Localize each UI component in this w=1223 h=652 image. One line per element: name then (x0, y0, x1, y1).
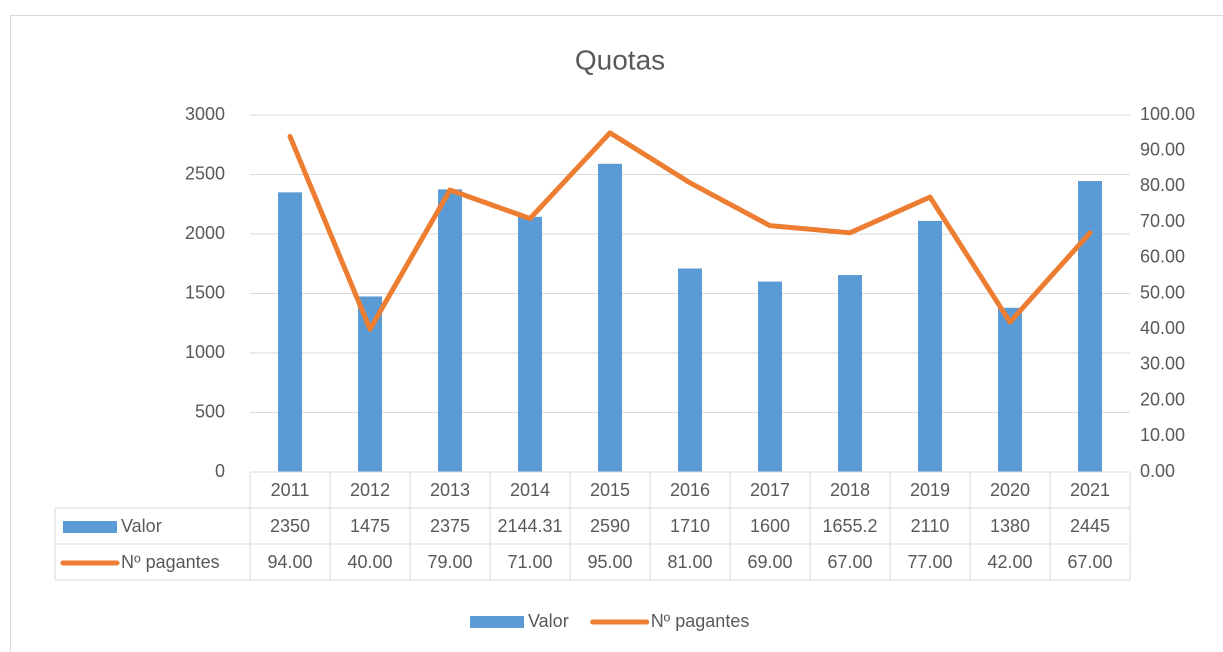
table-cell: 40.00 (347, 552, 392, 572)
x-tick-label: 2013 (430, 480, 470, 500)
table-cell: 2445 (1070, 516, 1110, 536)
bar (998, 307, 1022, 472)
table-row-header: Nº pagantes (121, 552, 220, 572)
table-cell: 2110 (911, 516, 950, 536)
x-tick-label: 2017 (750, 480, 790, 500)
table-row-header: Valor (121, 516, 162, 536)
table-cell: 2350 (270, 516, 310, 536)
y2-tick-label: 50.00 (1140, 282, 1185, 302)
bar (518, 216, 542, 472)
line (287, 130, 1093, 332)
table-cell: 42.00 (987, 552, 1032, 572)
y-tick-label: 2500 (185, 163, 225, 183)
table-cell: 71.00 (507, 552, 552, 572)
bar (678, 268, 702, 472)
bar (598, 163, 622, 473)
y2-tick-label: 70.00 (1140, 211, 1185, 231)
table-cell: 94.00 (267, 552, 312, 572)
bar (838, 275, 862, 472)
table-cell: 69.00 (747, 552, 792, 572)
x-tick-label: 2011 (271, 480, 310, 500)
y2-tick-label: 80.00 (1140, 175, 1185, 195)
x-tick-label: 2018 (830, 480, 870, 500)
y2-tick-label: 90.00 (1140, 139, 1185, 159)
x-tick-label: 2012 (350, 480, 390, 500)
table-cell: 1600 (750, 516, 790, 536)
y2-tick-label: 100.00 (1140, 104, 1195, 124)
table-legend-key (63, 521, 117, 533)
table-cell: 77.00 (907, 552, 952, 572)
y-tick-label: 1500 (185, 282, 225, 302)
table-cell: 79.00 (427, 552, 472, 572)
chart-title: Quotas (575, 44, 665, 75)
y-tick-label: 2000 (185, 223, 225, 243)
x-tick-label: 2014 (510, 480, 550, 500)
y2-tick-label: 20.00 (1140, 389, 1185, 409)
y-tick-label: 0 (215, 461, 225, 481)
y2-tick-label: 40.00 (1140, 318, 1185, 338)
y2-tick-label: 10.00 (1140, 425, 1185, 445)
table-cell: 2375 (430, 516, 470, 536)
bar (758, 281, 782, 472)
y-tick-label: 3000 (185, 104, 225, 124)
bar (438, 189, 462, 472)
y2-tick-label: 30.00 (1140, 354, 1185, 374)
y-tick-label: 500 (195, 401, 225, 421)
legend-key (470, 616, 524, 628)
table-cell: 67.00 (1067, 552, 1112, 572)
table-cell: 95.00 (587, 552, 632, 572)
legend-label: Valor (528, 611, 569, 631)
table-cell: 1710 (670, 516, 710, 536)
x-tick-label: 2020 (990, 480, 1030, 500)
y2-tick-label: 60.00 (1140, 247, 1185, 267)
table-cell: 81.00 (667, 552, 712, 572)
bar (1078, 181, 1102, 473)
table-cell: 2590 (590, 516, 630, 536)
x-tick-label: 2015 (590, 480, 630, 500)
y2-tick-label: 0.00 (1140, 461, 1175, 481)
x-tick-label: 2016 (670, 480, 710, 500)
table-cell: 1380 (990, 516, 1030, 536)
table-cell: 67.00 (827, 552, 872, 572)
x-tick-label: 2019 (910, 480, 950, 500)
bar (278, 192, 302, 472)
bar (918, 220, 942, 472)
table-cell: 1655.2 (822, 516, 877, 536)
x-tick-label: 2021 (1070, 480, 1110, 500)
table-cell: 1475 (350, 516, 390, 536)
y-tick-label: 1000 (185, 342, 225, 362)
legend-label: Nº pagantes (651, 611, 750, 631)
table-cell: 2144.31 (497, 516, 562, 536)
